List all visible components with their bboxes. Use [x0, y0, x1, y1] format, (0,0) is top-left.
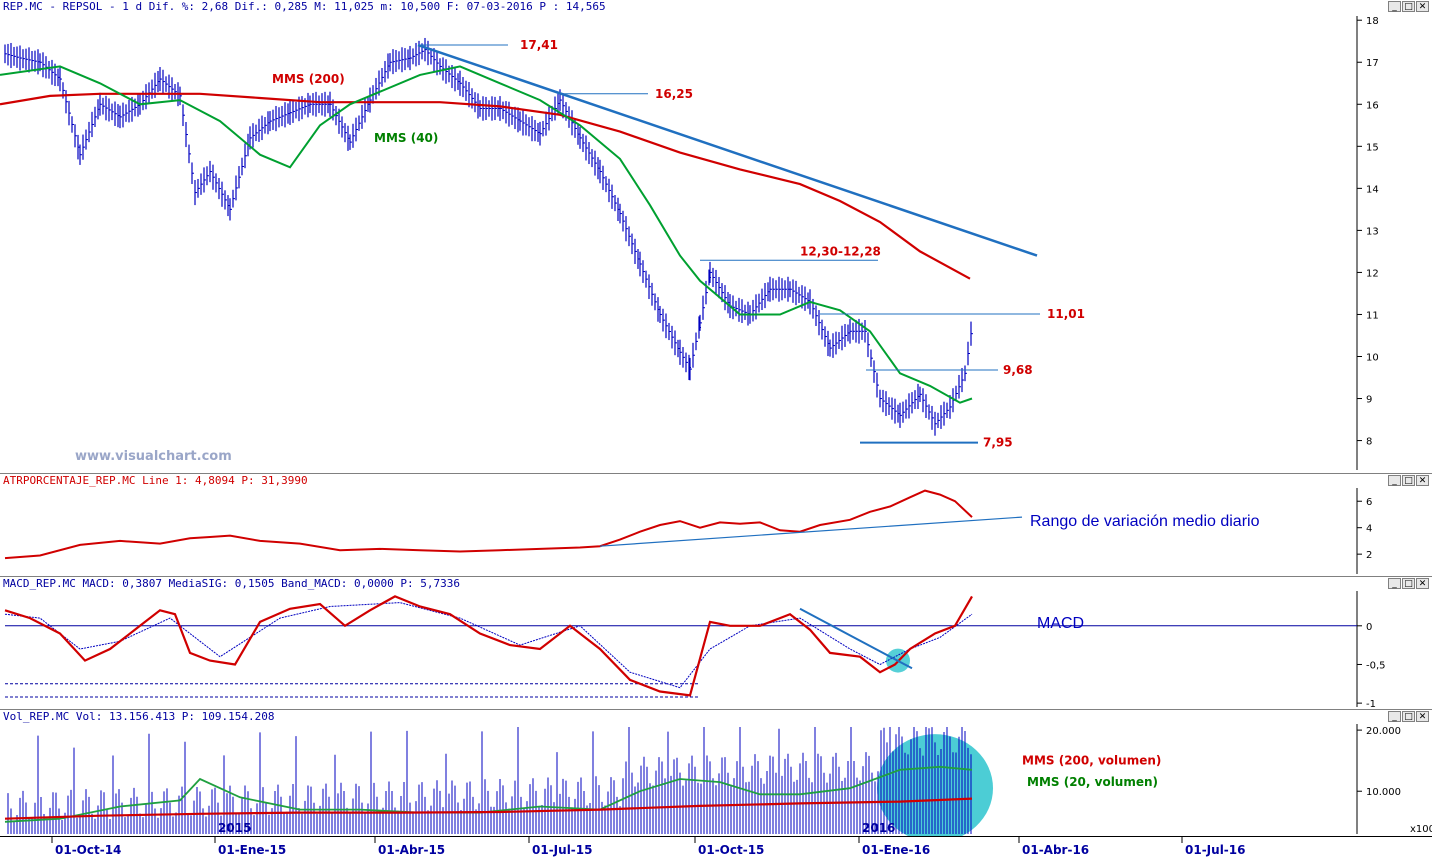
vol-annotation: MMS (20, volumen) — [1027, 775, 1158, 789]
price-annotation: 7,95 — [983, 436, 1013, 450]
macd-minimize-button[interactable]: _ — [1388, 578, 1401, 589]
downtrend-line — [417, 43, 1038, 257]
price-y-tick-label: 8 — [1366, 437, 1372, 448]
x-tick-label: 01-Oct-15 — [698, 843, 764, 857]
x-tick-label: 01-Oct-14 — [55, 843, 121, 857]
vol-mms200-line — [4, 797, 973, 820]
vol-y-tick-label: 20.000 — [1366, 726, 1401, 737]
price-annotation: 11,01 — [1047, 307, 1085, 321]
x-tick-label: 01-Jul-15 — [532, 843, 592, 857]
close-button[interactable]: ✕ — [1416, 1, 1429, 12]
atr-line — [4, 489, 973, 560]
vol-mms20-line — [4, 765, 973, 823]
price-annotation: MMS (200) — [272, 72, 345, 86]
price-annotation: 17,41 — [520, 38, 558, 52]
macd-line — [4, 595, 973, 697]
price-panel: REP.MC - REPSOL - 1 d Dif. %: 2,68 Dif.:… — [0, 0, 1429, 470]
macd-restore-button[interactable]: □ — [1402, 578, 1415, 589]
x-tick-label: 01-Jul-16 — [1185, 843, 1245, 857]
atr-trend-line — [599, 516, 1023, 547]
price-y-tick-label: 11 — [1366, 310, 1379, 321]
vol-y-tick-label: 10.000 — [1366, 787, 1401, 798]
mms40-line — [0, 65, 973, 404]
x-tick-label: 01-Abr-16 — [1022, 843, 1089, 857]
price-y-tick-label: 17 — [1366, 58, 1379, 69]
minimize-button[interactable]: _ — [1388, 1, 1401, 12]
volume-minimize-button[interactable]: _ — [1388, 711, 1401, 722]
price-y-tick-label: 9 — [1366, 395, 1372, 406]
price-y-tick-label: 12 — [1366, 268, 1379, 279]
price-annotation: 9,68 — [1003, 363, 1033, 377]
atr-close-button[interactable]: ✕ — [1416, 475, 1429, 486]
price-y-tick-label: 16 — [1366, 100, 1379, 111]
vol-annotation: MMS (200, volumen) — [1022, 754, 1161, 768]
mms200-line — [0, 92, 971, 280]
price-annotation: 16,25 — [655, 87, 693, 101]
year-label: 2015 — [218, 821, 251, 835]
volume-restore-button[interactable]: □ — [1402, 711, 1415, 722]
price-y-tick-label: 14 — [1366, 184, 1379, 195]
atr-chart: 2 4 6 Rango de variación medio diario — [4, 488, 1372, 574]
macd-chart: -1 -0,5 0 MACD — [4, 591, 1386, 710]
macd-annotation: MACD — [1037, 615, 1084, 632]
macd-panel: MACD_REP.MC MACD: 0,3807 MediaSIG: 0,150… — [0, 576, 1432, 710]
price-annotation: 12,30-12,28 — [800, 244, 881, 258]
macd-signal-line — [4, 602, 973, 689]
volume-close-button[interactable]: ✕ — [1416, 711, 1429, 722]
watermark-text: www.visualchart.com — [75, 449, 232, 464]
atr-y-tick-label: 4 — [1366, 524, 1372, 535]
x-axis-labels: 01-Oct-14 01-Ene-15 01-Abr-15 01-Jul-15 01-O… — [51, 837, 1245, 857]
atr-header: ATRPORCENTAJE_REP.MC Line 1: 4,8094 P: 3… — [3, 474, 308, 487]
macd-y-tick-label: -1 — [1366, 699, 1376, 710]
macd-trend-line — [799, 607, 913, 670]
restore-button[interactable]: □ — [1402, 1, 1415, 12]
price-y-tick-label: 13 — [1366, 226, 1379, 237]
price-annotation: MMS (40) — [374, 131, 438, 145]
x-axis: 01-Oct-14 01-Ene-15 01-Abr-15 01-Jul-15 01-O… — [0, 836, 1432, 858]
price-y-tick-label: 15 — [1366, 142, 1379, 153]
vol-unit-label: x1000 — [1410, 824, 1432, 835]
atr-y-tick-label: 6 — [1366, 497, 1372, 508]
macd-header: MACD_REP.MC MACD: 0,3807 MediaSIG: 0,150… — [3, 577, 460, 590]
x-tick-label: 01-Ene-15 — [218, 843, 286, 857]
price-chart: 8 9 10 11 12 13 14 15 16 17 18 www.visualchart.com 1… — [0, 16, 1379, 470]
year-label: 2016 — [862, 821, 895, 835]
macd-y-tick-label: 0 — [1366, 622, 1372, 633]
price-y-tick-label: 10 — [1366, 353, 1379, 364]
atr-annotation: Rango de variación medio diario — [1030, 513, 1260, 530]
atr-y-tick-label: 2 — [1366, 550, 1372, 561]
macd-close-button[interactable]: ✕ — [1416, 578, 1429, 589]
price-y-tick-label: 18 — [1366, 16, 1379, 27]
x-tick-label: 01-Abr-15 — [378, 843, 445, 857]
volume-chart: 10.000 20.000 x1000 MMS (200, volumen) MMS (… — [4, 724, 1432, 843]
macd-y-tick-label: -0,5 — [1366, 660, 1386, 671]
volume-header: Vol_REP.MC Vol: 13.156.413 P: 109.154.20… — [3, 710, 275, 723]
x-tick-label: 01-Ene-16 — [862, 843, 930, 857]
volume-panel: Vol_REP.MC Vol: 13.156.413 P: 109.154.20… — [0, 709, 1432, 843]
atr-minimize-button[interactable]: _ — [1388, 475, 1401, 486]
price-header: REP.MC - REPSOL - 1 d Dif. %: 2,68 Dif.:… — [3, 0, 606, 13]
atr-panel: ATRPORCENTAJE_REP.MC Line 1: 4,8094 P: 3… — [0, 473, 1432, 577]
atr-restore-button[interactable]: □ — [1402, 475, 1415, 486]
